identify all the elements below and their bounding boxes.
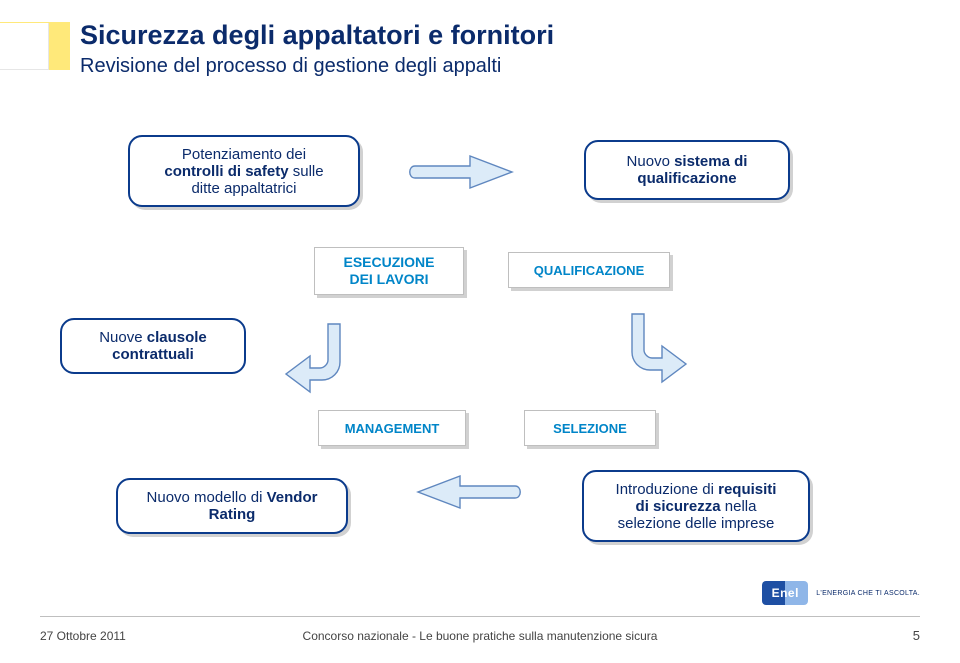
box-clausole: Nuove clausole contrattuali	[60, 318, 246, 374]
proc-esecuzione-l1: ESECUZIONE	[343, 254, 434, 270]
slide: Sicurezza degli appaltatori e fornitori …	[0, 0, 960, 663]
arrow-up-left	[280, 310, 372, 402]
proc-management: MANAGEMENT	[318, 410, 466, 446]
logo-tagline: L'ENERGIA CHE TI ASCOLTA.	[816, 590, 920, 597]
arrow-left-bottom	[410, 468, 530, 516]
box-controlli-l3: ditte appaltatrici	[191, 180, 296, 197]
box-sistema: Nuovo sistema di qualificazione	[584, 140, 790, 200]
box-sistema-l2: qualificazione	[637, 170, 736, 187]
box-controlli-l2: controlli di safety sulle	[164, 163, 323, 180]
box-controlli-l1: Potenziamento dei	[182, 146, 306, 163]
arrow-down-right	[600, 300, 692, 392]
proc-qualificazione-l1: QUALIFICAZIONE	[534, 263, 645, 278]
brand-logo: Enel L'ENERGIA CHE TI ASCOLTA.	[762, 581, 920, 605]
title-line2: Revisione del processo di gestione degli…	[80, 55, 554, 78]
box-requisiti-l1: Introduzione di requisiti	[616, 481, 777, 498]
footer-divider	[40, 616, 920, 617]
arrow-right-top	[400, 148, 520, 196]
box-requisiti-l2: di sicurezza nella	[636, 498, 757, 515]
box-requisiti: Introduzione di requisiti di sicurezza n…	[582, 470, 810, 542]
proc-esecuzione-l2: DEI LAVORI	[349, 271, 428, 287]
box-vendor: Nuovo modello di Vendor Rating	[116, 478, 348, 534]
box-vendor-l2: Rating	[209, 506, 256, 523]
proc-selezione-l1: SELEZIONE	[553, 421, 627, 436]
box-clausole-l1: Nuove clausole	[99, 329, 207, 346]
proc-selezione: SELEZIONE	[524, 410, 656, 446]
box-sistema-l1: Nuovo sistema di	[627, 153, 748, 170]
logo-text: Enel	[772, 586, 799, 600]
deco-white-block	[0, 23, 49, 70]
box-requisiti-l3: selezione delle imprese	[618, 515, 775, 532]
proc-management-l1: MANAGEMENT	[345, 421, 440, 436]
proc-esecuzione: ESECUZIONE DEI LAVORI	[314, 247, 464, 295]
footer-caption: Concorso nazionale - Le buone pratiche s…	[0, 629, 960, 643]
slide-title: Sicurezza degli appaltatori e fornitori …	[80, 20, 554, 78]
box-clausole-l2: contrattuali	[112, 346, 194, 363]
footer-page: 5	[913, 628, 920, 643]
proc-qualificazione: QUALIFICAZIONE	[508, 252, 670, 288]
title-line1: Sicurezza degli appaltatori e fornitori	[80, 20, 554, 51]
logo-icon: Enel	[762, 581, 808, 605]
box-controlli: Potenziamento dei controlli di safety su…	[128, 135, 360, 207]
box-vendor-l1: Nuovo modello di Vendor	[147, 489, 318, 506]
